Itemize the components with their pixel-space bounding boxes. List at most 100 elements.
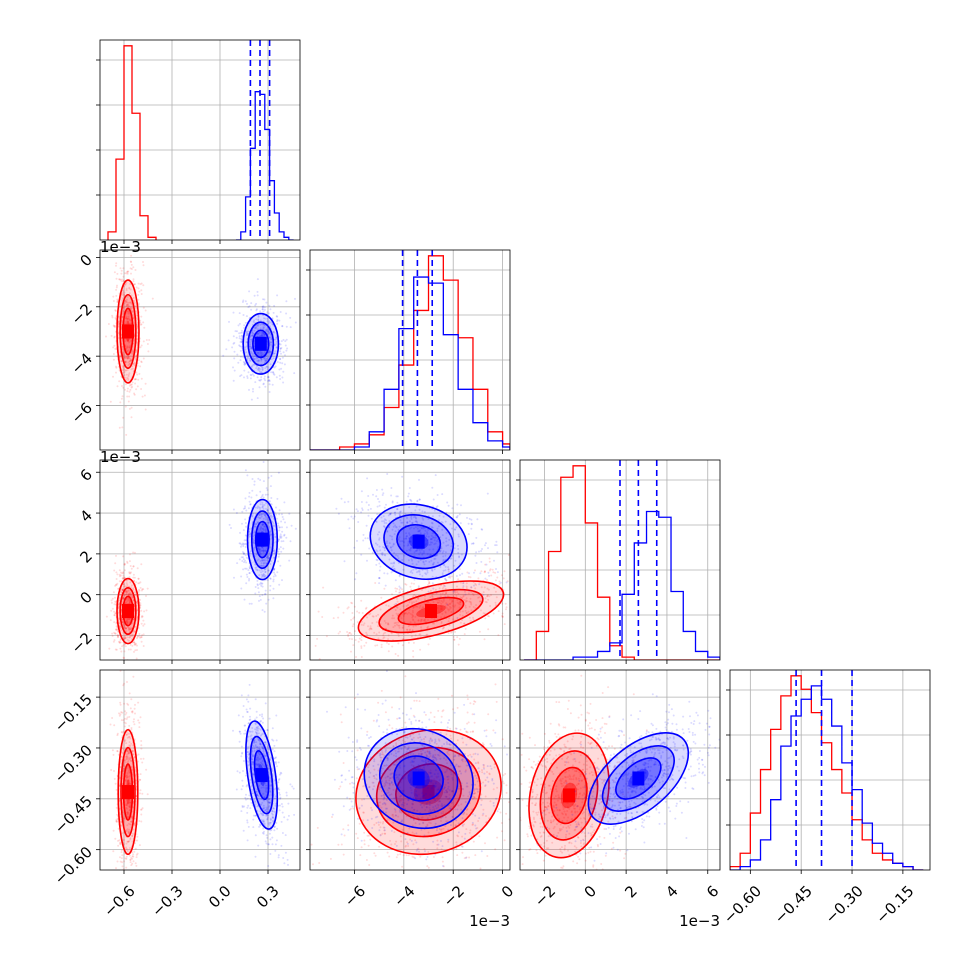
scatter-point [122, 571, 125, 574]
scatter-point [348, 637, 351, 640]
scatter-point [252, 535, 255, 538]
scatter-point [265, 602, 268, 605]
scatter-point [491, 568, 494, 571]
scatter-point [438, 599, 441, 602]
scatter-point [126, 272, 129, 275]
scatter-point [127, 599, 130, 602]
scatter-point [287, 802, 290, 805]
scatter-point [264, 317, 267, 320]
scatter-point [105, 615, 108, 618]
scatter-point [464, 627, 467, 630]
scatter-point [121, 297, 124, 300]
scatter-point [275, 839, 278, 842]
scatter-point [455, 594, 458, 597]
scatter-point [267, 557, 270, 560]
scatter-point [127, 752, 130, 755]
scatter-point [247, 722, 250, 725]
scatter-point [377, 498, 379, 500]
scatter-point [140, 323, 143, 326]
scatter-point [125, 593, 128, 596]
scatter-point [243, 598, 246, 601]
scatter-point [443, 585, 446, 588]
scatter-point [246, 375, 249, 378]
scatter-point [238, 322, 241, 325]
scatter-point [278, 368, 281, 371]
scatter-point [494, 601, 497, 604]
scatter-point [249, 503, 252, 506]
scatter-point [129, 283, 132, 285]
scatter-point [267, 569, 270, 572]
scatter-point [318, 658, 321, 660]
scatter-point [400, 521, 403, 524]
scatter-point [124, 361, 127, 364]
scatter-point [128, 781, 131, 784]
scatter-point [131, 766, 134, 769]
scatter-point [276, 320, 279, 323]
scatter-point [368, 628, 371, 631]
scatter-point [431, 486, 434, 489]
scatter-point [116, 750, 119, 752]
scatter-point [402, 540, 405, 543]
scatter-point [256, 294, 259, 297]
scatter-point [501, 602, 504, 605]
scatter-point [128, 594, 131, 596]
scatter-point [129, 572, 132, 575]
scatter-point [126, 346, 129, 349]
scatter-point [128, 576, 131, 579]
scatter-point [239, 331, 242, 334]
scatter-point [401, 521, 404, 524]
scatter-point [346, 631, 349, 633]
scatter-point [240, 694, 243, 697]
scatter-point [269, 343, 272, 346]
scatter-point [441, 601, 444, 604]
scatter-point [417, 560, 420, 563]
scatter-point [397, 624, 400, 627]
scatter-point [272, 522, 275, 525]
scatter-point [244, 559, 247, 562]
scatter-point [139, 773, 142, 776]
scatter-point [493, 586, 496, 589]
scatter-point [129, 859, 132, 861]
scatter-point [129, 591, 132, 594]
scatter-point [358, 611, 361, 614]
scatter-point [133, 643, 136, 646]
scatter-point [121, 589, 124, 592]
scatter-point [121, 861, 124, 864]
scatter-point [258, 379, 261, 382]
scatter-point [117, 323, 120, 326]
scatter-point [127, 312, 130, 315]
scatter-point [126, 618, 129, 621]
scatter-point [128, 636, 131, 638]
scatter-point [254, 586, 257, 588]
scatter-point [142, 357, 145, 360]
scatter-point [142, 264, 145, 267]
scatter-point [465, 597, 468, 600]
scatter-point [383, 547, 386, 550]
scatter-point [383, 521, 386, 524]
scatter-point [121, 588, 124, 591]
scatter-point [135, 581, 138, 584]
scatter-point [249, 343, 252, 346]
scatter-point [115, 628, 118, 631]
scatter-point [125, 433, 128, 436]
scatter-point [263, 574, 266, 577]
scatter-point [442, 555, 445, 558]
scatter-point [242, 545, 245, 548]
scatter-point [117, 315, 120, 318]
scatter-point [132, 565, 135, 568]
scatter-point [126, 812, 129, 815]
scatter-point [126, 317, 129, 320]
scatter-point [133, 579, 135, 582]
scatter-point [411, 613, 414, 616]
scatter-point [490, 574, 493, 577]
scatter-point [412, 625, 415, 628]
scatter-point [129, 648, 132, 651]
scatter-point [265, 528, 267, 531]
scatter-point [270, 475, 273, 477]
scatter-point [337, 616, 340, 619]
scatter-point [273, 557, 276, 559]
scatter-point [243, 324, 246, 327]
scatter-point [258, 551, 261, 553]
scatter-point [268, 321, 271, 324]
scatter-point [256, 507, 259, 509]
